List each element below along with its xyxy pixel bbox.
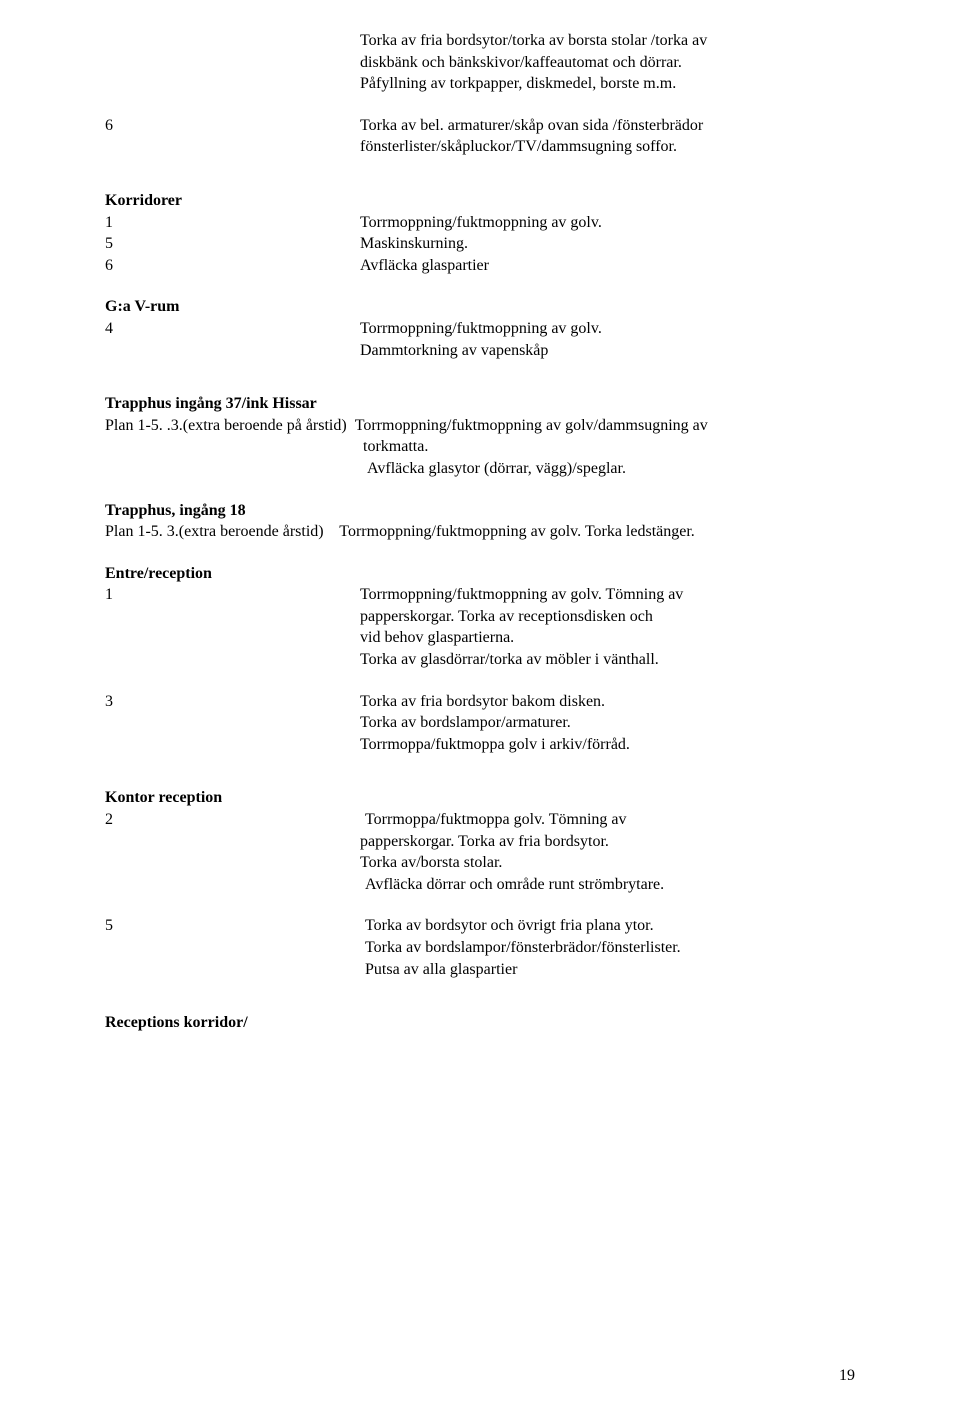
kontor-r2l: 5 [105, 915, 365, 937]
trapp37-row1: Plan 1-5. .3.(extra beroende på årstid) … [105, 415, 855, 437]
kontor-heading: Kontor reception [105, 787, 855, 809]
rec-korr-heading: Receptions korridor/ [105, 1012, 855, 1034]
trapp37-heading: Trapphus ingång 37/ink Hissar [105, 393, 855, 415]
korridorer-r3t: Avfläcka glaspartier [360, 255, 855, 277]
entre-r2l: 3 [105, 691, 360, 713]
kontor-r1t3: Torka av/borsta stolar. [105, 852, 855, 874]
entre-r1t4: Torka av glasdörrar/torka av möbler i vä… [105, 649, 855, 671]
korridorer-r2t-span: Maskinskurning. [360, 235, 468, 252]
entre-r1t2: papperskorgar. Torka av receptionsdisken… [105, 606, 855, 628]
korridorer-r3l: 6 [105, 255, 360, 277]
trapp37-r2t: Avfläcka glasytor (dörrar, vägg)/speglar… [105, 458, 855, 480]
entre-row2: 3 Torka av fria bordsytor bakom disken. [105, 691, 855, 713]
gav-r1l: 4 [105, 318, 360, 340]
intro2-row: 6 Torka av bel. armaturer/skåp ovan sida… [105, 115, 855, 137]
trapp18-row1: Plan 1-5. 3.(extra beroende årstid) Torr… [105, 521, 855, 543]
kontor-r2t2: Torka av bordslampor/fönsterbrädor/fönst… [105, 937, 855, 959]
trapp37-r1l: Plan 1-5. .3.(extra beroende på årstid) [105, 417, 347, 434]
trapp37-r1t: Torrmoppning/fuktmoppning av golv/dammsu… [355, 417, 708, 434]
kontor-row2: 5 Torka av bordsytor och övrigt fria pla… [105, 915, 855, 937]
entre-row1: 1 Torrmoppning/fuktmoppning av golv. Töm… [105, 584, 855, 606]
entre-r1l: 1 [105, 584, 360, 606]
kontor-r2t3: Putsa av alla glaspartier [105, 959, 855, 981]
entre-r2t2: Torka av bordslampor/armaturer. [105, 712, 855, 734]
korridorer-r1t: Torrmoppning/fuktmoppning av golv. [360, 212, 855, 234]
korridorer-row2: 5 Maskinskurning. [105, 233, 855, 255]
intro-line3: Påfyllning av torkpapper, diskmedel, bor… [105, 73, 855, 95]
page-number: 19 [839, 1365, 855, 1387]
intro-line1: Torka av fria bordsytor/torka av borsta … [105, 30, 855, 52]
kontor-r1t: Torrmoppa/fuktmoppa golv. Tömning av [365, 809, 855, 831]
kontor-r1l: 2 [105, 809, 365, 831]
korridorer-row1: 1 Torrmoppning/fuktmoppning av golv. [105, 212, 855, 234]
trapp18-r1t: Torrmoppning/fuktmoppning av golv. Torka… [336, 523, 695, 540]
trapp18-heading: Trapphus, ingång 18 [105, 500, 855, 522]
korridorer-row3: 6 Avfläcka glaspartier [105, 255, 855, 277]
kontor-r1t2: papperskorgar. Torka av fria bordsytor. [105, 831, 855, 853]
entre-r2t: Torka av fria bordsytor bakom disken. [360, 691, 855, 713]
korridorer-r2t: Maskinskurning. [360, 233, 855, 255]
korridorer-r1l: 1 [105, 212, 360, 234]
entre-r1t: Torrmoppning/fuktmoppning av golv. Tömni… [360, 584, 855, 606]
kontor-row1: 2 Torrmoppa/fuktmoppa golv. Tömning av [105, 809, 855, 831]
intro2-text1: Torka av bel. armaturer/skåp ovan sida /… [360, 115, 855, 137]
entre-heading: Entre/reception [105, 563, 855, 585]
kontor-r2t: Torka av bordsytor och övrigt fria plana… [365, 915, 855, 937]
korridorer-heading: Korridorer [105, 190, 855, 212]
gav-row1: 4 Torrmoppning/fuktmoppning av golv. [105, 318, 855, 340]
trapp18-r1l: Plan 1-5. 3.(extra beroende årstid) [105, 523, 324, 540]
gav-r1t: Torrmoppning/fuktmoppning av golv. [360, 318, 855, 340]
kontor-r1t4: Avfläcka dörrar och område runt strömbry… [105, 874, 855, 896]
gav-heading: G:a V-rum [105, 296, 855, 318]
intro2-text2: fönsterlister/skåpluckor/TV/dammsugning … [105, 136, 855, 158]
entre-r1t3: vid behov glaspartierna. [105, 627, 855, 649]
trapp37-r1t2: torkmatta. [105, 436, 855, 458]
intro2-label: 6 [105, 115, 360, 137]
entre-r2t3: Torrmoppa/fuktmoppa golv i arkiv/förråd. [105, 734, 855, 756]
intro-line2: diskbänk och bänkskivor/kaffeautomat och… [105, 52, 855, 74]
gav-r2t: Dammtorkning av vapenskåp [105, 340, 855, 362]
korridorer-r2l: 5 [105, 233, 360, 255]
